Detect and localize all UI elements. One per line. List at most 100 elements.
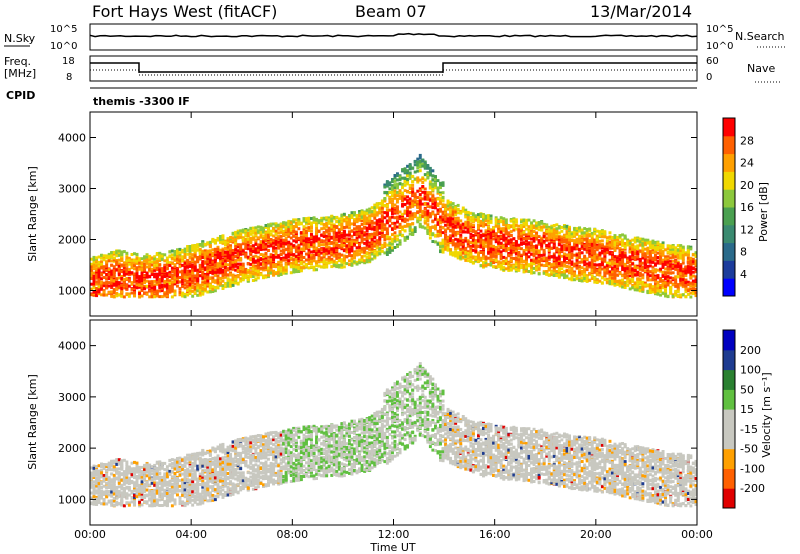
- power-cell: [348, 254, 351, 257]
- power-cell: [267, 266, 270, 270]
- power-cell: [294, 265, 298, 269]
- power-cell: [514, 258, 518, 261]
- power-cell: [345, 262, 349, 266]
- power-cell: [168, 270, 172, 274]
- power-cell: [330, 225, 334, 229]
- power-cell: [403, 170, 407, 174]
- power-cell: [115, 294, 119, 298]
- power-cell: [512, 222, 516, 226]
- power-cell: [441, 241, 445, 245]
- power-cell: [224, 257, 227, 260]
- power-cell: [262, 262, 265, 266]
- power-cell: [360, 255, 364, 259]
- power-cell: [320, 222, 324, 226]
- power-cell: [479, 223, 483, 227]
- power-cell: [413, 200, 417, 204]
- power-cell: [294, 254, 298, 258]
- power-cell: [363, 254, 367, 258]
- power-cell: [327, 236, 331, 240]
- power-cell: [315, 268, 319, 272]
- power-cell: [249, 266, 253, 270]
- power-cell: [477, 213, 480, 217]
- power-cell: [115, 268, 119, 272]
- power-cell: [504, 259, 508, 263]
- power-cell: [388, 224, 392, 228]
- power-cell: [262, 226, 265, 230]
- power-cell: [282, 244, 286, 248]
- power-cell: [396, 216, 399, 220]
- power-cell: [360, 258, 364, 262]
- power-cell: [236, 251, 240, 255]
- power-cell: [221, 238, 225, 242]
- power-cell: [178, 257, 182, 261]
- power-cell: [385, 208, 389, 212]
- power-cell: [451, 220, 455, 224]
- power-cell: [155, 258, 159, 262]
- power-cell: [165, 289, 169, 293]
- power-cell: [337, 234, 341, 238]
- power-cell: [373, 236, 377, 240]
- power-cell: [138, 275, 142, 279]
- power-cell: [100, 256, 104, 260]
- power-cell: [130, 281, 134, 285]
- power-cell: [165, 274, 169, 278]
- power-cell: [466, 250, 470, 254]
- power-cell: [396, 209, 399, 213]
- power-cell: [373, 240, 377, 244]
- power-cell: [122, 295, 126, 299]
- power-cell: [168, 263, 172, 267]
- power-cell: [428, 180, 432, 184]
- power-cell: [461, 226, 465, 230]
- power-cell: [97, 269, 101, 273]
- power-cell: [148, 265, 152, 268]
- power-cell: [388, 181, 392, 185]
- power-cell: [186, 245, 190, 248]
- power-cell: [479, 264, 483, 268]
- power-cell: [110, 278, 114, 282]
- power-cell: [517, 268, 521, 272]
- power-cell: [294, 218, 298, 222]
- power-cell: [431, 178, 435, 182]
- power-cell: [421, 211, 425, 215]
- power-cell: [401, 215, 405, 219]
- power-cell: [183, 275, 187, 279]
- power-cell: [484, 244, 488, 248]
- power-cell: [330, 247, 334, 251]
- power-cell: [312, 236, 316, 240]
- power-cell: [191, 289, 195, 293]
- power-cell: [378, 240, 382, 244]
- power-cell: [385, 235, 389, 239]
- power-cell: [229, 263, 233, 267]
- power-cell: [127, 284, 131, 288]
- power-cell: [138, 265, 142, 269]
- power-cell: [234, 279, 238, 283]
- power-cell: [325, 224, 329, 228]
- power-cell: [434, 240, 437, 244]
- power-cell: [312, 256, 316, 260]
- power-cell: [348, 226, 351, 230]
- power-cell: [135, 266, 139, 270]
- power-cell: [520, 242, 523, 246]
- power-cell: [158, 273, 162, 277]
- power-cell: [262, 237, 265, 240]
- power-cell: [509, 256, 513, 260]
- power-cell: [234, 245, 238, 249]
- power-cell: [193, 268, 197, 272]
- power-cell: [358, 231, 362, 235]
- power-cell: [507, 266, 511, 270]
- power-cell: [403, 180, 407, 183]
- power-cell: [439, 228, 442, 232]
- power-cell: [226, 278, 230, 282]
- power-cell: [401, 191, 405, 195]
- power-cell: [322, 260, 326, 264]
- power-cell: [211, 239, 215, 243]
- power-cell: [436, 211, 440, 215]
- power-cell: [504, 227, 508, 231]
- power-cell: [251, 275, 255, 278]
- power-cell: [211, 271, 215, 275]
- power-cell: [259, 253, 263, 256]
- power-cell: [426, 202, 430, 206]
- power-cell: [282, 256, 286, 260]
- power-cell: [363, 246, 367, 250]
- power-cell: [317, 249, 321, 253]
